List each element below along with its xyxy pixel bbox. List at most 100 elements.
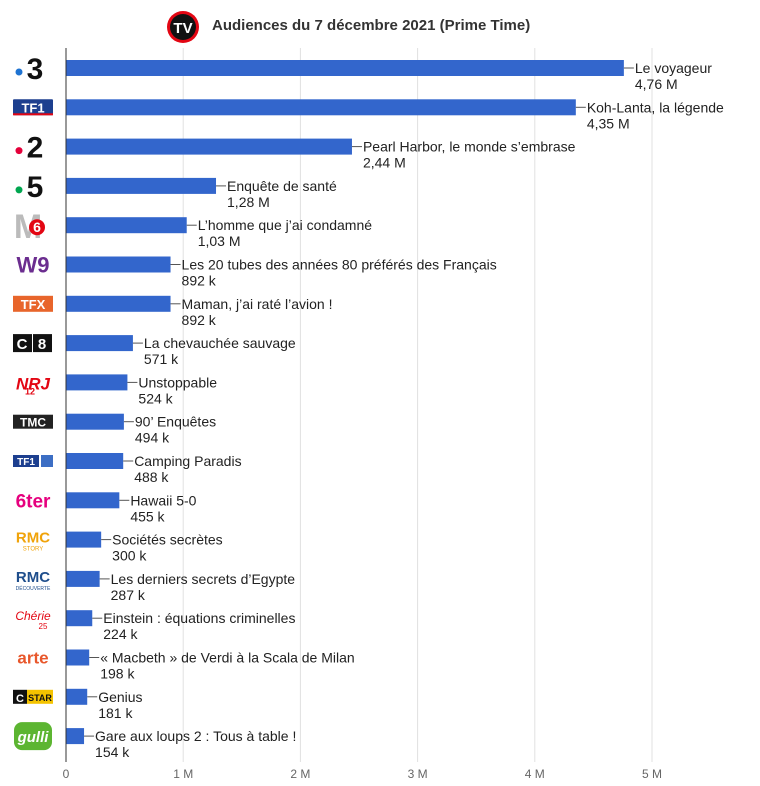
bar-value-label: 181 k bbox=[98, 705, 133, 721]
logo-glyph: C bbox=[17, 336, 28, 353]
logo-shape bbox=[27, 689, 53, 704]
bar-value-label: 455 k bbox=[130, 508, 165, 524]
logo-glyph: Chérie bbox=[15, 609, 51, 623]
bar-value-label: 287 k bbox=[111, 587, 146, 603]
logo-glyph: 12 bbox=[25, 386, 35, 396]
bars bbox=[66, 60, 624, 745]
bar-value-label: 571 k bbox=[144, 351, 179, 367]
bar bbox=[66, 138, 352, 155]
bar-value-label: 1,03 M bbox=[198, 233, 241, 249]
logo-glyph: RMC bbox=[16, 569, 50, 586]
bar-value-label: 488 k bbox=[134, 469, 169, 485]
logo-glyph: TMC bbox=[20, 416, 46, 430]
x-tick-label: 3 M bbox=[408, 767, 428, 781]
logo-glyph: TFX bbox=[21, 297, 46, 312]
tf1-logo-icon: TF1 bbox=[13, 99, 53, 116]
bar-program-label: La chevauchée sauvage bbox=[144, 335, 296, 351]
tv-logo-icon: TV bbox=[167, 11, 199, 43]
bar bbox=[66, 688, 88, 705]
logo-shape bbox=[13, 99, 53, 116]
logo-glyph: arte bbox=[17, 649, 48, 668]
logo-glyph: 6 bbox=[33, 219, 41, 235]
logo-glyph: C bbox=[16, 693, 24, 705]
bar-program-label: Hawaii 5-0 bbox=[130, 492, 196, 508]
logo-shape bbox=[15, 186, 23, 194]
logo-shape bbox=[41, 455, 53, 467]
bar-program-label: L’homme que j’ai condamné bbox=[198, 217, 373, 233]
bar bbox=[66, 649, 90, 666]
bar bbox=[66, 453, 124, 469]
logo-glyph: 8 bbox=[38, 336, 46, 353]
logo-glyph: STORY bbox=[23, 547, 43, 553]
bar-program-label: Pearl Harbor, le monde s’embrase bbox=[363, 139, 576, 155]
bar-program-label: Le voyageur bbox=[635, 60, 712, 76]
tv-logo-text: TV bbox=[173, 20, 192, 37]
bar bbox=[66, 256, 171, 273]
bar-value-label: 224 k bbox=[103, 626, 138, 642]
6ter-logo-icon: 6ter bbox=[16, 491, 51, 512]
logo-glyph: STAR bbox=[28, 693, 52, 703]
logo-shape bbox=[13, 455, 39, 467]
bar bbox=[66, 610, 93, 627]
bar-program-label: Sociétés secrètes bbox=[112, 532, 223, 548]
m6-logo-icon: M6 bbox=[14, 208, 45, 246]
arte-logo-icon: arte bbox=[17, 649, 48, 668]
logo-shape bbox=[13, 414, 53, 429]
logo-glyph: DÉCOUVERTE bbox=[16, 585, 51, 592]
x-tick-label: 0 bbox=[63, 767, 70, 781]
bar bbox=[66, 295, 171, 312]
logo-glyph: 25 bbox=[39, 622, 48, 631]
bar bbox=[66, 217, 187, 234]
bar-program-label: 90’ Enquêtes bbox=[135, 414, 216, 430]
france5-logo-icon: 5 bbox=[15, 171, 44, 204]
logo-shape bbox=[13, 113, 53, 116]
bar-program-label: Camping Paradis bbox=[134, 453, 241, 469]
bar bbox=[66, 413, 124, 430]
bar-value-label: 892 k bbox=[182, 312, 217, 328]
bar bbox=[66, 60, 624, 76]
france3-logo-icon: 3 bbox=[15, 53, 44, 86]
logo-glyph: RMC bbox=[16, 530, 50, 547]
logo-shape bbox=[13, 295, 53, 312]
bar bbox=[66, 728, 85, 745]
w9-logo-icon: W9 bbox=[17, 253, 50, 278]
logo-glyph: 2 bbox=[27, 132, 44, 165]
x-tick-label: 5 M bbox=[642, 767, 662, 781]
gulli-logo-icon: gulli bbox=[14, 722, 52, 751]
bar-value-label: 300 k bbox=[112, 548, 147, 564]
x-tick-label: 1 M bbox=[173, 767, 193, 781]
logo-shape bbox=[14, 722, 52, 751]
bar bbox=[66, 99, 576, 116]
bar-value-label: 154 k bbox=[95, 744, 130, 760]
bar bbox=[66, 531, 102, 548]
bar-program-label: Genius bbox=[98, 689, 142, 705]
bar-value-label: 892 k bbox=[182, 273, 217, 289]
bar-program-label: Maman, j’ai raté l’avion ! bbox=[182, 296, 333, 312]
bar bbox=[66, 374, 128, 391]
grid-lines bbox=[182, 48, 653, 762]
bar-program-label: Enquête de santé bbox=[227, 178, 337, 194]
bar-value-label: 524 k bbox=[138, 390, 173, 406]
bar-program-label: Unstoppable bbox=[138, 374, 217, 390]
logo-shape bbox=[29, 219, 45, 236]
logo-glyph: 5 bbox=[27, 171, 44, 204]
logo-shape bbox=[33, 334, 52, 353]
bar bbox=[66, 177, 217, 194]
logo-shape bbox=[13, 334, 32, 353]
logo-shape bbox=[13, 689, 27, 704]
tfx-logo-icon: TFX bbox=[13, 295, 53, 312]
logo-glyph: NRJ bbox=[16, 374, 51, 393]
tmc-logo-icon: TMC bbox=[13, 414, 53, 430]
bar-value-label: 4,35 M bbox=[587, 115, 630, 131]
bar-program-label: Les 20 tubes des années 80 préférés des … bbox=[182, 257, 497, 273]
bar-value-label: 198 k bbox=[100, 666, 135, 682]
logo-glyph: 3 bbox=[27, 53, 44, 86]
logo-glyph: gulli bbox=[17, 729, 50, 746]
bar bbox=[66, 570, 100, 587]
chart-header: TV Audiences du 7 décembre 2021 (Prime T… bbox=[0, 0, 760, 50]
